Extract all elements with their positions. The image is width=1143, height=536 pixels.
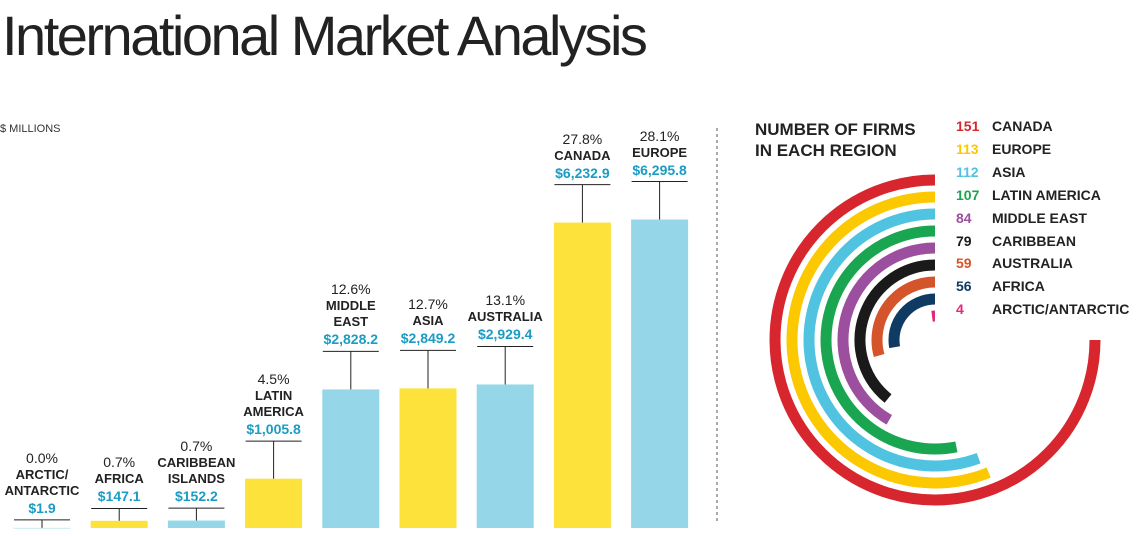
- bar: [553, 222, 611, 529]
- legend-value: 79: [956, 232, 972, 249]
- share-label: 0.0%: [26, 449, 58, 466]
- legend-label: CARIBBEAN: [992, 232, 1076, 249]
- unit-label: $ MILLIONS: [0, 123, 61, 135]
- legend-value: 151: [956, 118, 980, 134]
- value-label: $152.2: [174, 488, 218, 505]
- legend-label: MIDDLE EAST: [992, 209, 1087, 226]
- category-label: EUROPE: [632, 144, 688, 160]
- bar-label: 0.7% AFRICA $147.1: [79, 454, 159, 505]
- bar: [476, 384, 534, 528]
- value-label: $147.1: [97, 488, 141, 505]
- bar: [322, 389, 380, 528]
- arc: [837, 242, 936, 425]
- share-label: 13.1%: [485, 292, 526, 309]
- share-label: 27.8%: [562, 130, 603, 147]
- legend-value: 59: [956, 255, 972, 272]
- category-label: LATIN AMERICA: [243, 388, 304, 420]
- arc: [803, 208, 981, 472]
- legend-label: LATIN AMERICA: [992, 186, 1101, 203]
- value-label: $2,849.2: [400, 330, 456, 347]
- value-label: $6,232.9: [555, 164, 610, 181]
- bar-label: 4.5% LATIN AMERICA $1,005.8: [234, 371, 314, 438]
- category-label: ASIA: [412, 313, 444, 329]
- share-label: 0.7%: [103, 454, 136, 471]
- legend-label: AFRICA: [992, 278, 1045, 295]
- bar-label: 12.6% MIDDLE EAST $2,828.2: [311, 281, 391, 348]
- arc: [820, 225, 958, 455]
- legend-label: CANADA: [992, 118, 1053, 134]
- bar-label: 13.1% AUSTRALIA $2,929.4: [465, 292, 545, 343]
- page-title: International Market Analysis: [2, 4, 648, 67]
- category-label: AFRICA: [94, 471, 144, 487]
- bar-label: 0.7% CARIBBEAN ISLANDS $152.2: [156, 438, 236, 505]
- legend-value: 112: [956, 163, 979, 180]
- arc: [786, 191, 991, 489]
- share-label: 0.7%: [180, 438, 213, 455]
- category-label: ARCTIC/ ANTARCTIC: [4, 466, 80, 498]
- value-label: $2,929.4: [477, 326, 533, 343]
- legend-label: AUSTRALIA: [992, 255, 1073, 272]
- arc: [854, 259, 936, 403]
- category-label: CANADA: [554, 147, 611, 163]
- bar: [13, 527, 71, 529]
- share-label: 12.6%: [330, 281, 371, 298]
- bar-label: 12.7% ASIA $2,849.2: [388, 296, 468, 347]
- category-label: CARIBBEAN ISLANDS: [157, 455, 236, 487]
- share-label: 4.5%: [257, 371, 290, 388]
- bar-label: 28.1% EUROPE $6,295.8: [620, 128, 700, 179]
- legend-label: EUROPE: [992, 140, 1052, 157]
- legend-value: 56: [956, 278, 972, 295]
- bar: [90, 520, 148, 528]
- bar: [399, 388, 457, 528]
- bar: [167, 520, 225, 528]
- share-label: 28.1%: [639, 127, 680, 144]
- arc: [888, 293, 936, 349]
- bar: [631, 219, 689, 528]
- value-label: $2,828.2: [323, 331, 379, 348]
- bar-label: 0.0% ARCTIC/ ANTARCTIC $1.9: [2, 450, 82, 517]
- arc: [871, 276, 936, 357]
- legend-value: 4: [956, 301, 964, 318]
- bar-label: 27.8% CANADA $6,232.9: [542, 131, 622, 182]
- legend-value: 113: [956, 140, 979, 157]
- value-label: $6,295.8: [632, 161, 687, 178]
- radial-title: NUMBER OF FIRMS IN EACH REGION: [755, 120, 916, 160]
- category-label: AUSTRALIA: [467, 309, 543, 325]
- value-label: $1,005.8: [246, 421, 301, 438]
- bar: [245, 478, 303, 528]
- legend-label: ARCTIC/ANTARCTIC: [992, 301, 1130, 318]
- share-label: 12.7%: [408, 296, 448, 313]
- category-label: MIDDLE EAST: [325, 298, 376, 330]
- legend-value: 84: [956, 209, 972, 226]
- value-label: $1.9: [28, 499, 56, 516]
- legend-value: 107: [956, 186, 980, 203]
- legend-label: ASIA: [992, 163, 1026, 180]
- arc: [769, 174, 1101, 506]
